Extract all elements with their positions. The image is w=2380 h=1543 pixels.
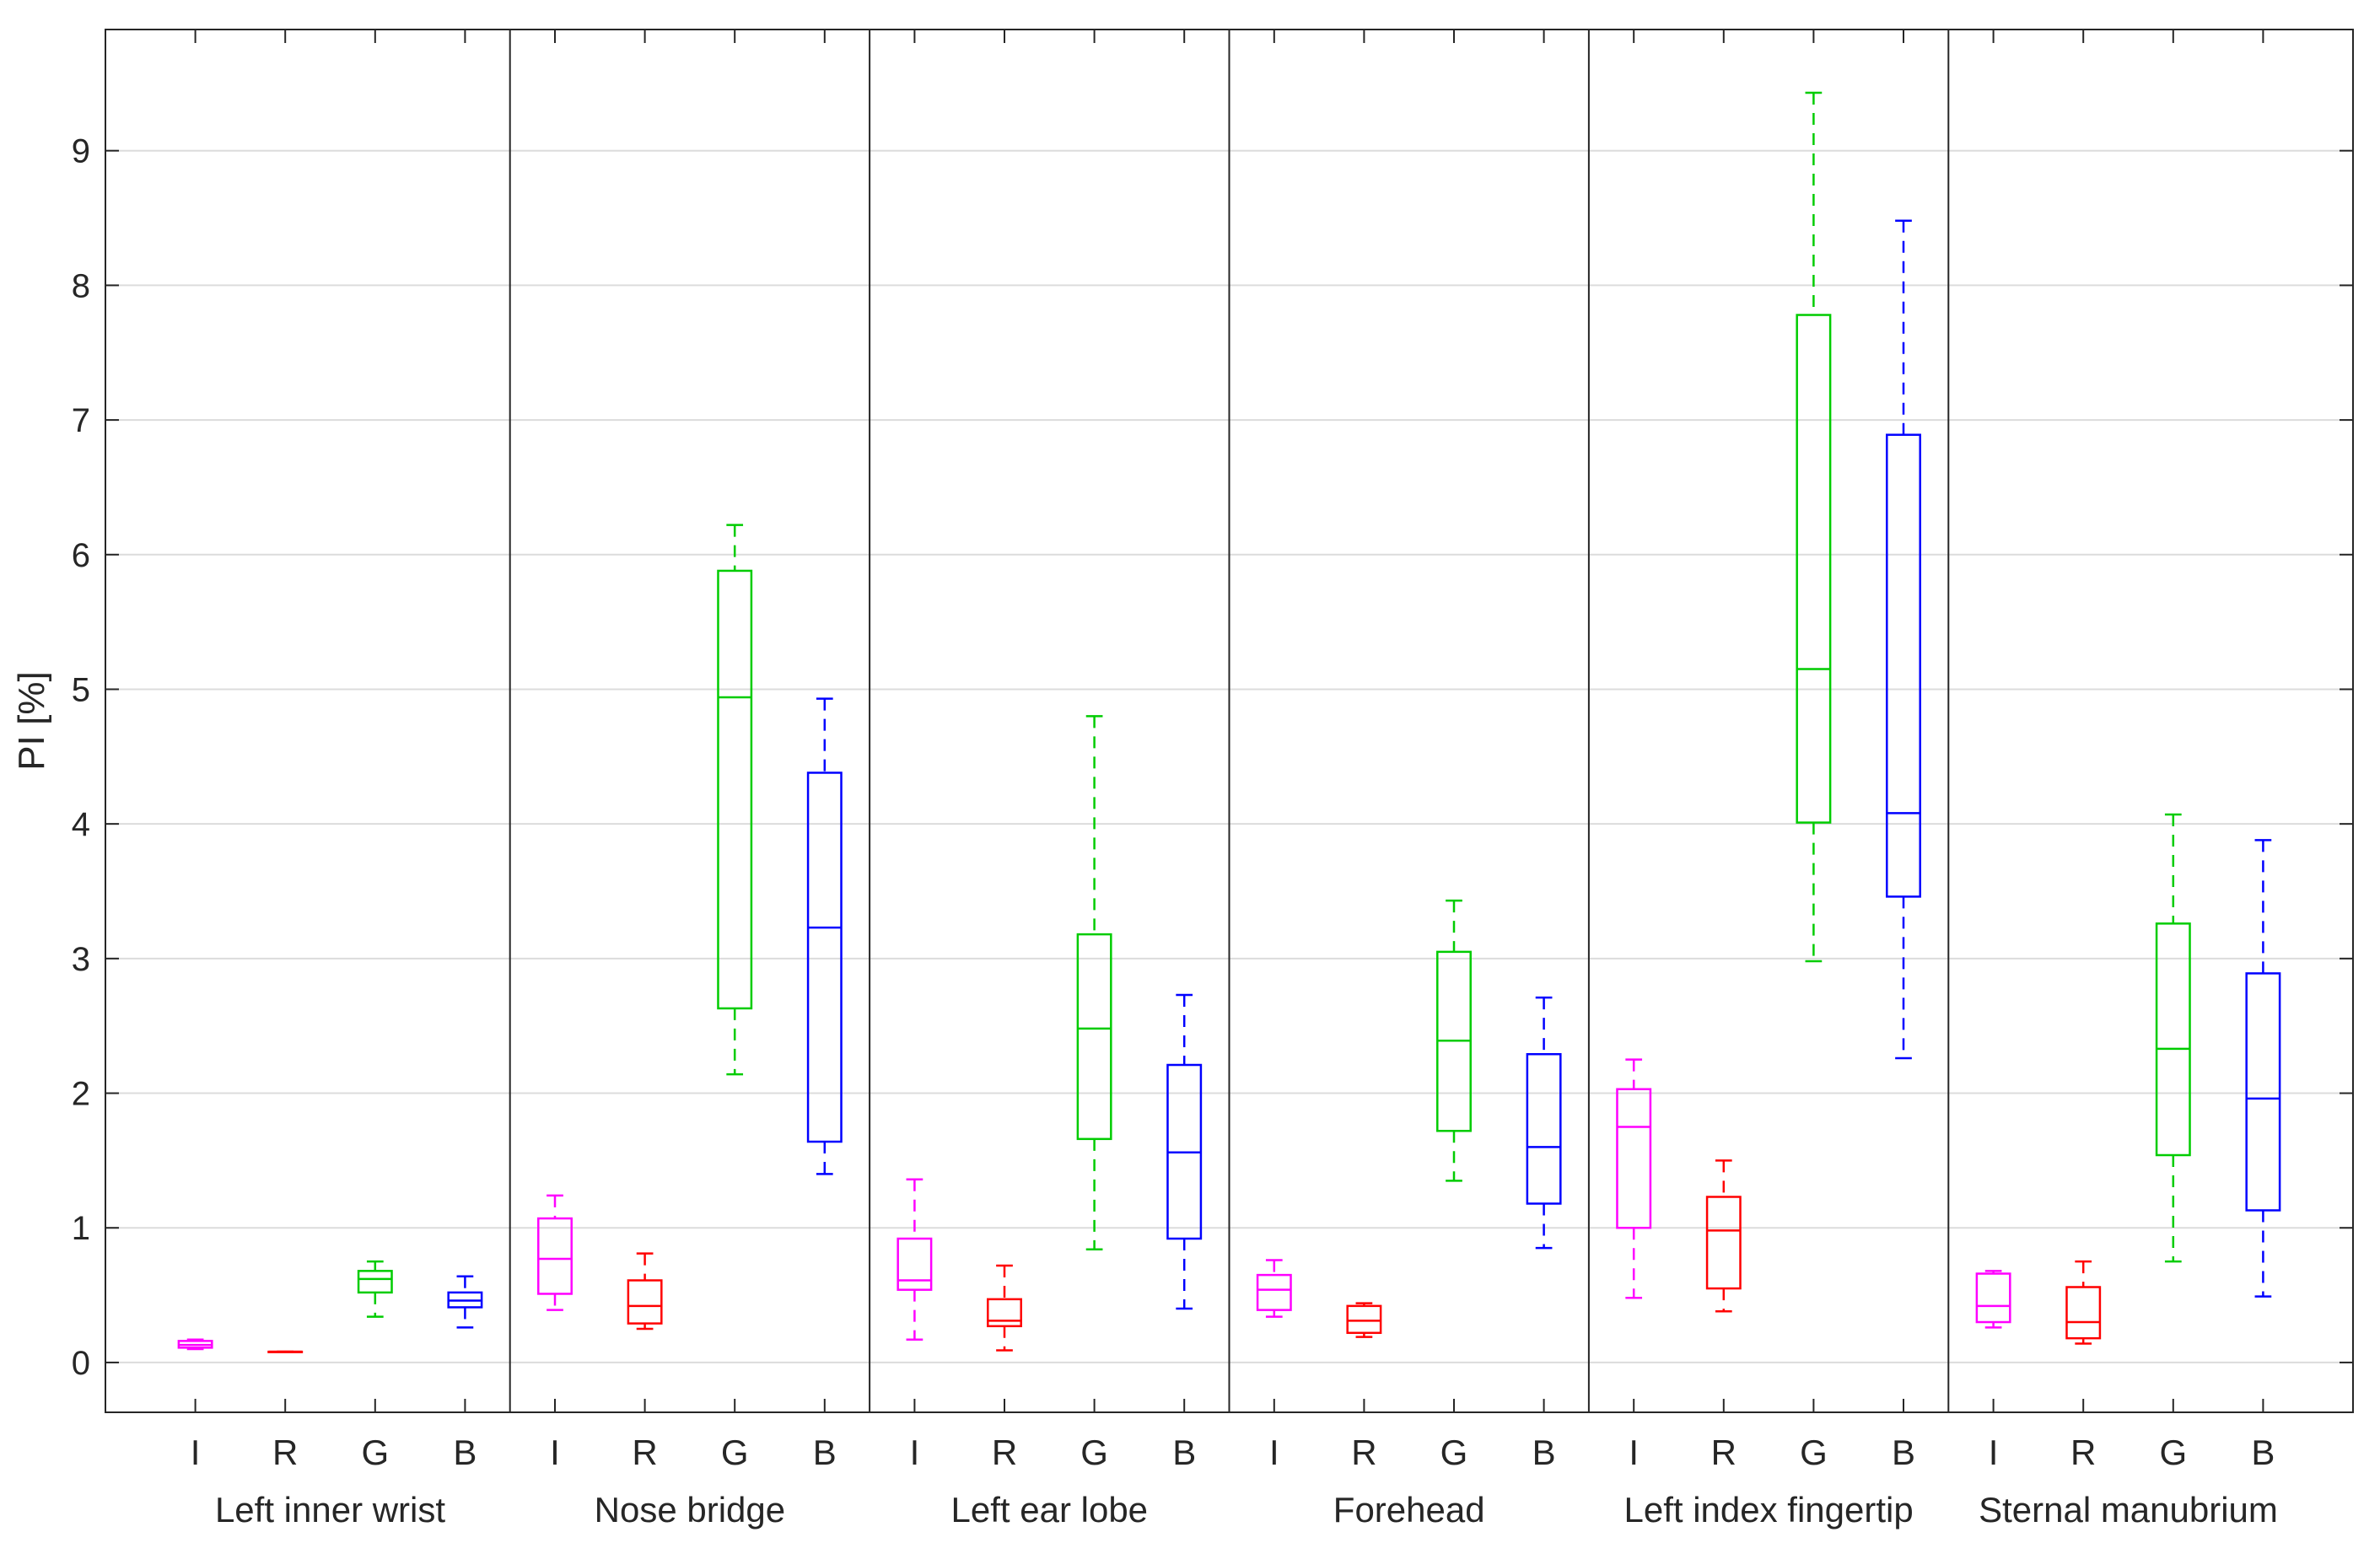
box-R: [987, 1264, 1022, 1352]
box-iqr: [897, 1237, 933, 1291]
box-I: [1975, 1270, 2011, 1329]
x-tick-label: G: [721, 1433, 749, 1472]
group-label: Sternal manubrium: [1979, 1490, 2278, 1530]
x-tick-label: B: [813, 1433, 837, 1472]
x-tick-label: B: [453, 1433, 477, 1472]
box-G: [1076, 715, 1112, 1251]
box-iqr: [1616, 1088, 1652, 1229]
box-group: [897, 715, 1203, 1352]
box-iqr: [537, 1217, 573, 1295]
y-tick-label: 9: [72, 133, 90, 170]
x-tick-label: R: [1711, 1433, 1737, 1472]
y-tick-label: 4: [72, 806, 90, 843]
group-label: Nose bridge: [595, 1490, 785, 1530]
x-tick-label: B: [2251, 1433, 2275, 1472]
box-R: [2065, 1260, 2102, 1345]
x-tick-label: G: [361, 1433, 389, 1472]
box-R: [627, 1252, 663, 1331]
box-series: [177, 91, 2281, 1353]
x-tick-label: G: [1800, 1433, 1828, 1472]
box-B: [447, 1275, 483, 1329]
x-tick-label: I: [1629, 1433, 1639, 1472]
x-tick-label: B: [1892, 1433, 1915, 1472]
y-tick-label: 6: [72, 537, 90, 574]
x-tick-label: B: [1532, 1433, 1556, 1472]
box-R: [1705, 1159, 1742, 1313]
box-B: [1526, 996, 1562, 1250]
y-tick-label: 8: [72, 267, 90, 304]
y-tick-label: 3: [72, 941, 90, 978]
box-I: [1256, 1259, 1292, 1318]
box-iqr: [987, 1298, 1022, 1328]
x-tick-label: R: [992, 1433, 1017, 1472]
box-G: [1436, 899, 1472, 1182]
box-B: [806, 697, 843, 1175]
y-tick-label: 0: [72, 1345, 90, 1382]
box-iqr: [1886, 433, 1921, 898]
group-label: Left index fingertip: [1623, 1490, 1913, 1530]
box-iqr: [806, 772, 843, 1143]
x-tick-label: I: [1989, 1433, 1999, 1472]
box-group: [1975, 813, 2281, 1345]
y-tick-label: 1: [72, 1210, 90, 1247]
box-I: [177, 1338, 213, 1351]
x-tick-label: G: [2159, 1433, 2187, 1472]
y-tick-label: 5: [72, 671, 90, 708]
x-tick-label: G: [1440, 1433, 1468, 1472]
group-label: Left ear lobe: [951, 1490, 1149, 1530]
box-R: [1346, 1302, 1382, 1338]
x-tick-label: R: [2070, 1433, 2096, 1472]
box-iqr: [1256, 1273, 1292, 1311]
box-iqr: [1796, 314, 1832, 824]
box-I: [897, 1178, 933, 1341]
box-iqr: [1975, 1272, 2011, 1324]
box-iqr: [2245, 972, 2281, 1212]
group-separators: [509, 30, 1950, 1412]
group-label: Forehead: [1333, 1490, 1485, 1530]
x-tick-label: I: [550, 1433, 560, 1472]
box-iqr: [717, 569, 753, 1010]
box-iqr: [627, 1279, 663, 1325]
box-group: [1616, 91, 1921, 1313]
box-G: [2155, 813, 2191, 1263]
y-axis-label: PI [%]: [11, 671, 52, 770]
box-iqr: [357, 1270, 393, 1294]
axis-ticks: [105, 30, 2353, 1412]
group-label: Left inner wrist: [215, 1490, 445, 1530]
x-tick-label: I: [191, 1433, 201, 1472]
box-iqr: [2065, 1286, 2102, 1340]
y-tick-labels: 0 1 2 3 4 5 6 7 8 9: [72, 133, 90, 1382]
x-tick-label: I: [1269, 1433, 1279, 1472]
x-tick-label: G: [1080, 1433, 1108, 1472]
box-G: [717, 524, 753, 1076]
box-I: [1616, 1058, 1652, 1299]
box-I: [537, 1194, 573, 1311]
box-iqr: [2155, 922, 2191, 1157]
x-tick-label: I: [910, 1433, 920, 1472]
x-tick-label: R: [632, 1433, 657, 1472]
box-iqr: [1526, 1052, 1562, 1205]
box-B: [1166, 993, 1203, 1310]
x-tick-label: B: [1172, 1433, 1196, 1472]
box-B: [1886, 219, 1921, 1060]
y-tick-label: 7: [72, 402, 90, 439]
box-B: [2245, 839, 2281, 1298]
box-group: [1256, 899, 1562, 1338]
box-group: [177, 1260, 483, 1353]
box-iqr: [1705, 1196, 1742, 1290]
box-G: [357, 1260, 393, 1318]
x-tick-label: R: [1351, 1433, 1376, 1472]
x-tick-label: R: [272, 1433, 298, 1472]
box-iqr: [1346, 1304, 1382, 1335]
y-tick-label: 2: [72, 1076, 90, 1113]
box-G: [1796, 91, 1832, 963]
plot-frame: [105, 29, 2354, 1413]
box-group: [537, 524, 843, 1331]
group-labels: Left inner wrist Nose bridge Left ear lobe…: [215, 1490, 2278, 1530]
box-iqr: [1076, 933, 1112, 1141]
